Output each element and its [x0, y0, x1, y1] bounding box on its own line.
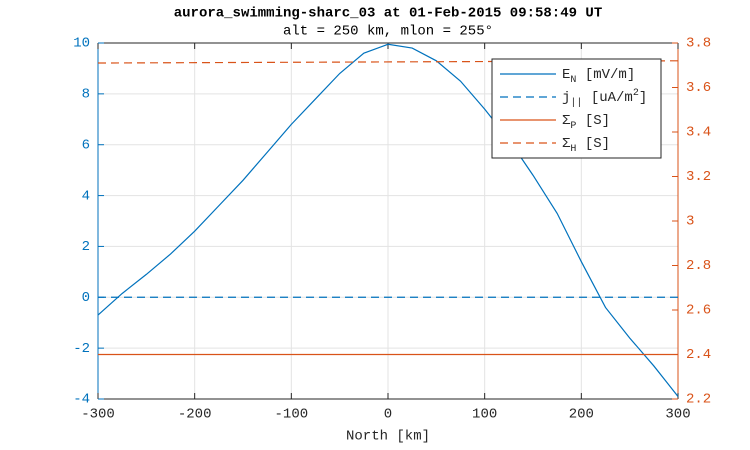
- x-tick-label: -100: [275, 407, 309, 423]
- y2-tick-label: 3: [686, 214, 694, 230]
- y2-tick-label: 2.6: [686, 303, 711, 319]
- y-tick-label: 2: [82, 239, 90, 255]
- y-tick-label: 10: [73, 36, 90, 52]
- y2-tick-label: 2.4: [686, 347, 711, 363]
- y-tick-label: -2: [73, 341, 90, 357]
- series-line: [97, 43, 679, 397]
- x-tick-label: 300: [665, 407, 690, 423]
- y2-tick-label: 2.8: [686, 258, 711, 274]
- legend-label: ΣP​ [S]: [562, 113, 610, 132]
- x-tick-label: 100: [472, 407, 497, 423]
- x-tick-label: 0: [384, 407, 392, 423]
- chart-title: aurora_swimming-sharc_03 at 01-Feb-2015 …: [174, 6, 602, 22]
- x-tick-label: 200: [569, 407, 594, 423]
- y2-tick-label: 3.4: [686, 125, 711, 141]
- y-tick-label: 0: [82, 290, 90, 306]
- y-tick-label: 6: [82, 137, 90, 153]
- y-tick-label: 4: [82, 188, 90, 204]
- y2-tick-label: 3.6: [686, 80, 711, 96]
- x-tick-label: -300: [81, 407, 115, 423]
- legend-label: j||​ [uA/m2​]: [562, 88, 647, 109]
- x-tick-label: -200: [178, 407, 212, 423]
- legend-label: EN​ [mV/m]: [562, 67, 635, 86]
- y-tick-label: -4: [73, 392, 90, 408]
- x-axis-label: North [km]: [346, 429, 430, 445]
- legend-label: ΣH​ [S]: [562, 136, 610, 155]
- y2-tick-label: 3.8: [686, 36, 711, 52]
- y-tick-label: 8: [82, 87, 90, 103]
- legend-box: [491, 58, 662, 159]
- y2-tick-label: 3.2: [686, 169, 711, 185]
- y2-tick-label: 2.2: [686, 392, 711, 408]
- chart-subtitle: alt = 250 km, mlon = 255°: [283, 24, 493, 40]
